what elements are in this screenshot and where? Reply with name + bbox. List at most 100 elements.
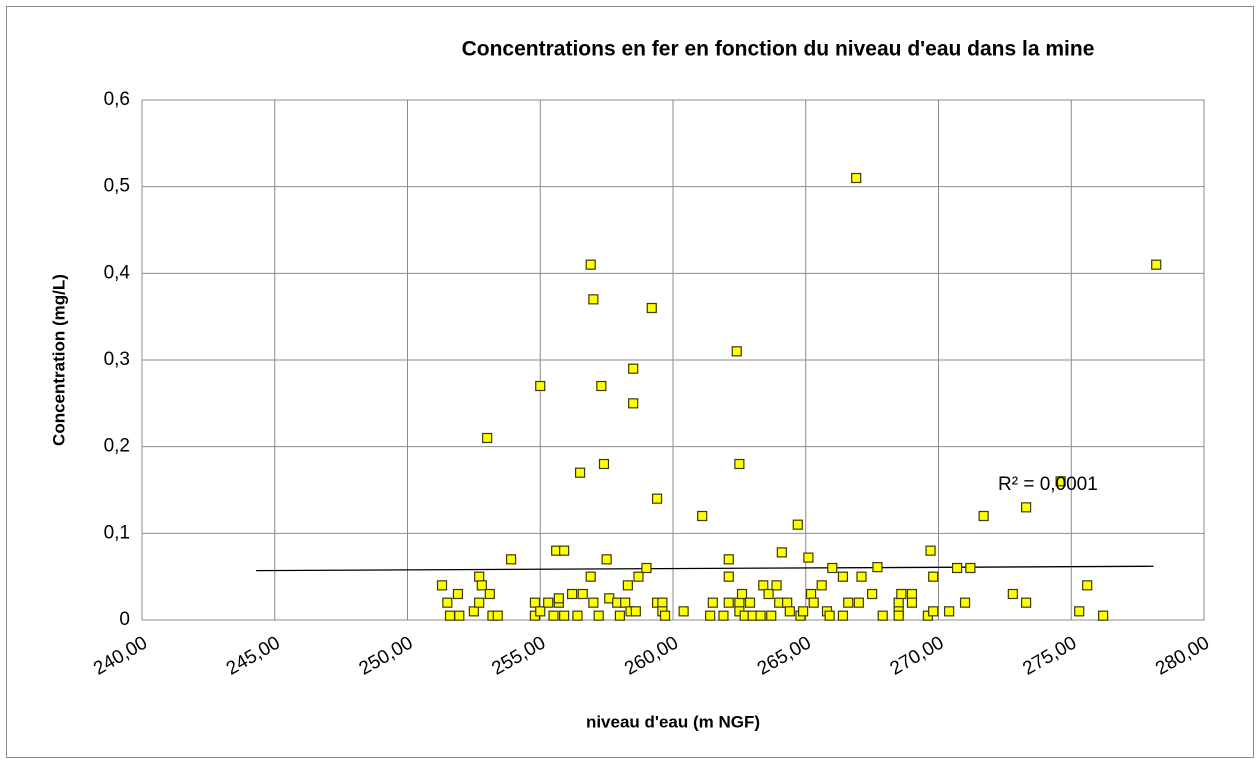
marker [782, 597, 793, 608]
marker [641, 562, 652, 574]
marker [1151, 259, 1162, 270]
marker [454, 610, 465, 621]
marker [853, 597, 864, 608]
marker [951, 562, 963, 574]
marker [436, 580, 448, 591]
marker [896, 588, 907, 600]
plot-border [141, 99, 1205, 621]
marker [572, 610, 583, 621]
marker [588, 597, 599, 608]
marker [803, 552, 814, 563]
marker [718, 610, 729, 621]
marker [856, 571, 867, 582]
marker [766, 610, 777, 621]
marker [1021, 597, 1032, 608]
y-tick-label: 0,1 [104, 522, 130, 543]
marker [707, 597, 718, 608]
marker [1098, 610, 1109, 621]
marker [559, 545, 570, 556]
y-tick-label: 0,2 [104, 436, 130, 457]
marker [620, 597, 631, 608]
marker [877, 610, 888, 621]
marker [630, 606, 641, 617]
marker [657, 597, 668, 608]
marker [1021, 502, 1032, 513]
marker [776, 547, 787, 558]
marker [588, 294, 599, 305]
marker [529, 597, 541, 608]
marker [893, 610, 904, 621]
marker [482, 432, 493, 444]
marker [1055, 476, 1066, 487]
marker [474, 597, 485, 608]
marker [596, 380, 607, 392]
marker [805, 588, 817, 600]
marker [505, 554, 517, 565]
marker [925, 545, 936, 556]
marker [1082, 580, 1093, 591]
marker [628, 363, 639, 374]
marker [474, 571, 485, 582]
marker [843, 597, 854, 608]
marker [723, 554, 734, 565]
marker [1007, 588, 1018, 600]
marker [567, 588, 578, 600]
marker [723, 597, 734, 608]
marker [548, 610, 559, 621]
marker [928, 571, 939, 582]
y-tick-label: 0,3 [104, 349, 130, 370]
marker [723, 571, 734, 582]
marker [651, 493, 663, 504]
chart-title: Concentrations en fer en fonction du niv… [462, 38, 1095, 61]
marker [646, 302, 657, 314]
marker [837, 571, 849, 582]
marker [906, 597, 918, 608]
marker [585, 571, 596, 582]
marker [872, 562, 883, 573]
y-axis-title: Concentration (mg/L) [49, 274, 68, 446]
marker [978, 510, 989, 522]
marker [559, 610, 570, 621]
marker [771, 580, 782, 591]
marker [614, 610, 626, 621]
annotation: R² = 0,0001 [998, 474, 1098, 495]
marker [484, 588, 495, 600]
marker [851, 172, 862, 184]
chart-border [6, 6, 1254, 758]
marker [577, 588, 588, 600]
marker [535, 606, 546, 617]
trendline [256, 565, 1154, 572]
marker [553, 593, 564, 604]
marker [628, 398, 639, 409]
y-tick-label: 0 [119, 609, 130, 630]
marker [1074, 606, 1085, 617]
marker [827, 562, 838, 574]
marker [944, 606, 955, 617]
marker [965, 562, 976, 574]
marker [444, 610, 456, 621]
marker [755, 610, 766, 621]
marker [659, 610, 671, 621]
marker [837, 610, 849, 621]
marker [678, 606, 689, 617]
marker [906, 588, 918, 600]
marker [784, 606, 795, 617]
marker [928, 606, 939, 617]
marker [633, 571, 644, 582]
marker [598, 458, 610, 470]
marker [959, 597, 971, 608]
marker [442, 597, 453, 608]
marker [758, 580, 769, 591]
x-axis-title: niveau d'eau (m NGF) [586, 712, 760, 731]
marker [763, 588, 774, 600]
marker [792, 519, 803, 530]
marker [452, 588, 464, 600]
marker [585, 259, 596, 270]
marker [867, 588, 878, 600]
marker [476, 580, 487, 591]
marker [468, 606, 479, 617]
marker [601, 554, 612, 565]
marker [797, 606, 809, 617]
y-tick-label: 0,5 [104, 176, 130, 197]
